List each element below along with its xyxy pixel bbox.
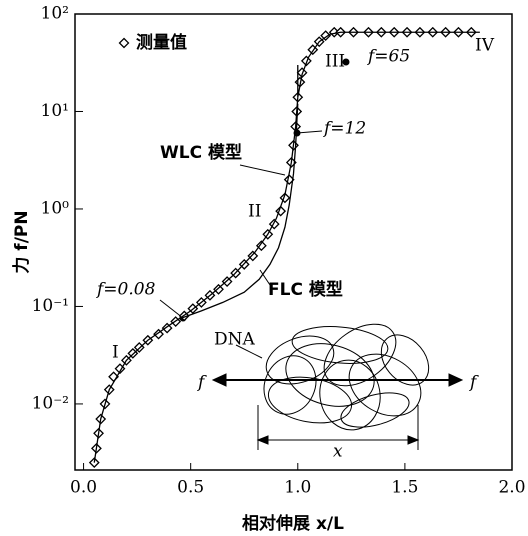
y-tick-label: 10⁰	[41, 198, 70, 218]
annotation: I	[112, 343, 119, 363]
annotation: DNA	[214, 330, 256, 350]
y-axis-label: 力 f/PN	[11, 210, 32, 273]
line-label: WLC 模型	[160, 142, 242, 163]
x-tick-label: 2.0	[498, 478, 525, 498]
annotation: f	[468, 373, 479, 393]
x-tick-label: 1.5	[391, 478, 418, 498]
annotation: II	[248, 202, 261, 222]
y-tick-label: 10⁻¹	[32, 296, 69, 316]
annotation: x	[333, 442, 343, 462]
x-axis-label: 相对伸展 x/L	[242, 513, 344, 534]
y-tick-label: 10⁻²	[32, 393, 69, 413]
x-tick-label: 1.0	[284, 478, 311, 498]
data-point	[248, 251, 257, 260]
annotation: f=65	[366, 47, 410, 67]
y-tick-label: 10²	[41, 4, 69, 24]
line-label: FLC 模型	[268, 279, 343, 300]
model-line	[94, 32, 480, 462]
annotation: f	[196, 373, 207, 393]
annotation: f=0.08	[95, 280, 156, 300]
annotation: f=12	[322, 119, 366, 139]
annotation: III	[325, 52, 345, 72]
legend-label: 测量值	[136, 32, 187, 53]
x-tick-label: 0.5	[177, 478, 204, 498]
legend-marker	[120, 39, 129, 48]
plot-frame	[75, 14, 512, 470]
chart: f=65 III IV f=12 II f=0.08 I DNA f f x 相…	[0, 0, 528, 536]
y-tick-label: 10¹	[41, 101, 69, 121]
annotation: IV	[475, 36, 495, 56]
x-tick-label: 0.0	[70, 478, 97, 498]
